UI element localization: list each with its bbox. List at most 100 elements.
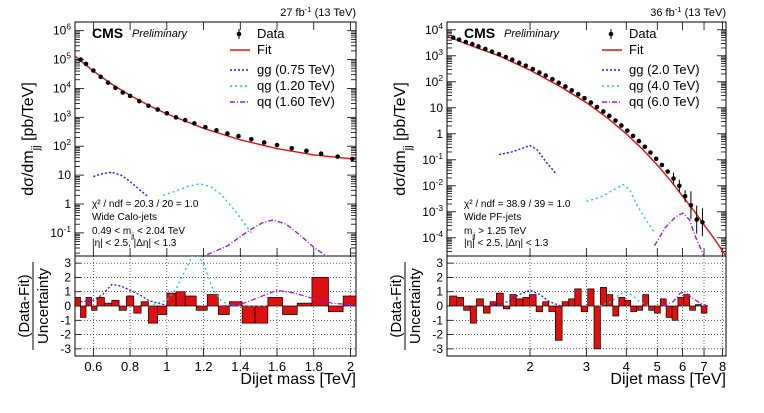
cms-label: CMS — [92, 25, 123, 41]
ratio-signal-sig3 — [221, 289, 356, 307]
data-point — [613, 118, 618, 123]
data-point — [700, 219, 705, 225]
legend-data-label: Data — [257, 26, 285, 41]
y-tick-label: 106 — [53, 22, 71, 38]
ratio-bar — [636, 305, 644, 311]
ratio-bar — [104, 302, 113, 307]
y-tick-label-part: 2 — [66, 137, 71, 147]
ratio-bar — [683, 294, 690, 307]
y-tick-label: 10-2 — [422, 177, 443, 193]
signal-curve-sig1 — [498, 144, 556, 174]
data-point — [619, 123, 624, 128]
y-tick-label: 102 — [53, 137, 71, 153]
data-point — [671, 176, 676, 181]
y-tick-label-part: 10 — [53, 139, 67, 153]
ratio-bar — [449, 295, 458, 307]
ratio-bar — [593, 305, 601, 350]
data-point — [289, 145, 295, 151]
ratio-y-tick-label: -3 — [60, 342, 71, 356]
legend-sig2-label: qg (1.20 TeV) — [257, 78, 335, 93]
data-point — [607, 113, 612, 119]
y-axis-title-part: jj — [30, 145, 42, 151]
signal-curve-sig3 — [206, 219, 328, 256]
ratio-bar — [624, 299, 632, 307]
y-tick-label: 1 — [436, 127, 443, 141]
y-axis-title-part: dσ/dm — [20, 150, 37, 195]
ratio-bar — [542, 301, 550, 307]
y-tick-label-part: 10 — [430, 101, 444, 115]
x-tick-label: 0.8 — [121, 359, 139, 374]
ratio-bar — [642, 294, 650, 307]
y-tick-label-part: 10 — [422, 231, 436, 245]
x-axis-title: Dijet mass [TeV] — [240, 371, 356, 388]
ratio-bar — [689, 305, 696, 311]
ratio-bar — [311, 277, 329, 307]
y-tick-label: 10 — [430, 101, 444, 115]
data-point — [136, 98, 142, 104]
ratio-y-tick-label: 3 — [436, 256, 443, 270]
eta-cut-label: |η| < 2.5, |Δη| < 1.3 — [464, 238, 549, 249]
data-point — [249, 136, 254, 142]
data-point — [463, 39, 469, 45]
data-point — [203, 124, 208, 130]
y-axis-title: dσ/dmjj [pb/TeV] — [392, 82, 414, 196]
ratio-bar — [85, 297, 92, 307]
y-tick-label-part: 10 — [53, 53, 67, 67]
ratio-bar — [483, 305, 491, 314]
data-point — [648, 150, 653, 155]
x-tick-label: 2 — [347, 359, 354, 374]
data-point — [556, 80, 562, 86]
x-tick-label: 1 — [163, 359, 170, 374]
x-tick-label: 8 — [719, 359, 726, 374]
ratio-bar — [587, 288, 595, 307]
data-point — [694, 217, 699, 222]
ratio-signal-sig3 — [662, 290, 709, 307]
ratio-y-title-num: (Data-Fit) — [388, 274, 405, 337]
y-tick-label-part: 10 — [425, 75, 439, 89]
data-point — [625, 128, 630, 133]
ratio-bar — [184, 295, 197, 307]
ratio-bar — [118, 305, 127, 311]
data-point — [236, 133, 241, 139]
y-tick-label: 10-3 — [422, 203, 443, 219]
data-point — [164, 110, 170, 116]
data-point — [537, 70, 542, 75]
ratio-y-tick-label: -1 — [60, 313, 71, 327]
ratio-bar — [580, 305, 589, 313]
data-point — [127, 93, 133, 99]
data-point — [636, 138, 642, 144]
data-point — [659, 162, 665, 168]
data-point — [304, 148, 309, 154]
ratio-bar — [548, 305, 556, 313]
x-tick-label: 1.6 — [268, 359, 286, 374]
ratio-bar — [568, 298, 576, 307]
preliminary-label: Preliminary — [132, 28, 189, 40]
mass-cut-label-part: jj — [471, 233, 476, 240]
jets-label: Wide PF-jets — [464, 212, 521, 223]
data-point — [677, 183, 682, 189]
lumi-label: 27 fb-1 (13 TeV) — [280, 5, 356, 20]
y-tick-label-part: -2 — [436, 177, 444, 187]
ratio-bar — [75, 297, 81, 307]
data-point — [509, 57, 515, 62]
ratio-signal-sig1 — [489, 289, 562, 307]
data-point — [155, 107, 160, 112]
data-point — [98, 74, 104, 80]
ratio-bar — [267, 297, 283, 307]
ratio-bar — [206, 294, 219, 307]
data-point — [318, 151, 324, 157]
lumi-label-part: (13 TeV) — [682, 7, 726, 19]
data-point — [146, 103, 151, 109]
y-tick-label-part: 10 — [53, 110, 67, 124]
y-axis-title-part: [pb/TeV] — [392, 82, 409, 145]
ratio-bar — [175, 291, 186, 307]
y-axis-title: dσ/dmjj [pb/TeV] — [20, 82, 42, 196]
mass-cut-label: 0.49 < mjj < 2.04 TeV — [92, 226, 185, 240]
ratio-signal-sig1 — [80, 283, 167, 306]
lumi-label-part: -1 — [305, 5, 312, 14]
cms-label: CMS — [464, 25, 495, 41]
data-point — [182, 117, 188, 123]
data-point — [653, 156, 659, 162]
legend-sig1-label: gg (0.75 TeV) — [257, 62, 335, 77]
y-tick-label: 10 — [58, 168, 72, 182]
